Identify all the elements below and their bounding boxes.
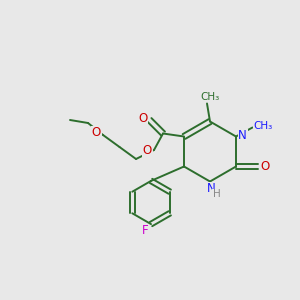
Text: CH₃: CH₃ bbox=[200, 92, 220, 102]
Text: N: N bbox=[238, 129, 247, 142]
Text: N: N bbox=[207, 182, 216, 196]
Text: H: H bbox=[213, 189, 220, 199]
Text: O: O bbox=[92, 126, 101, 139]
Text: O: O bbox=[260, 160, 270, 173]
Text: CH₃: CH₃ bbox=[254, 121, 273, 131]
Text: O: O bbox=[138, 112, 148, 125]
Text: O: O bbox=[143, 144, 152, 157]
Text: F: F bbox=[142, 224, 148, 237]
